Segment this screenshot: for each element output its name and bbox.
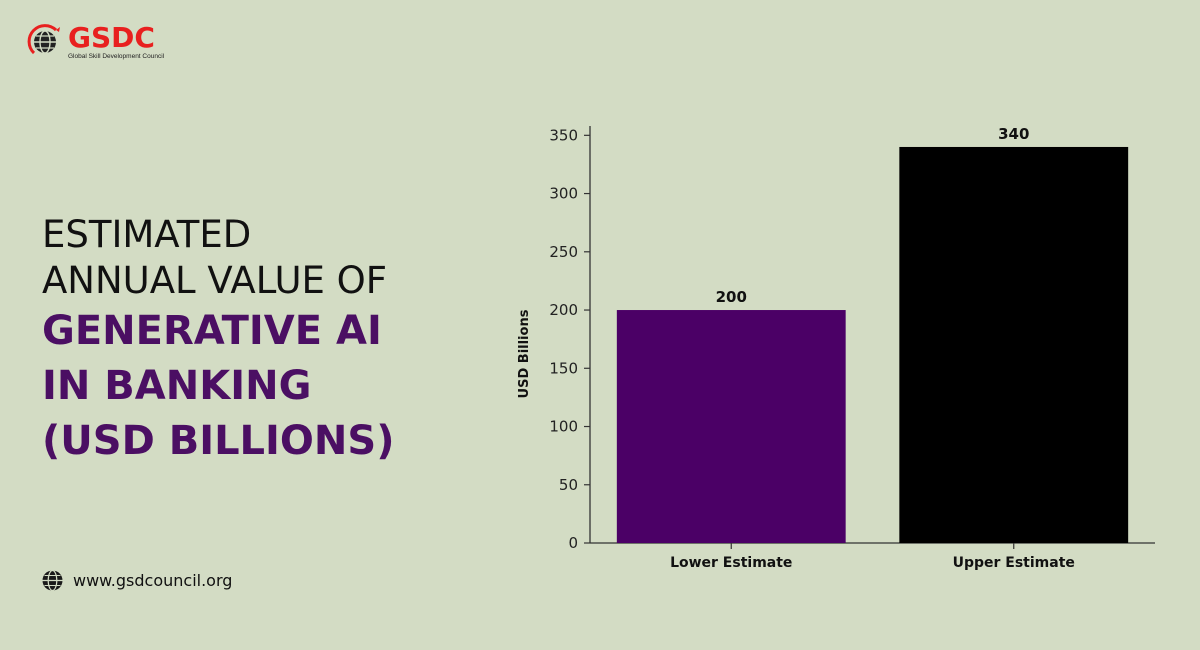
y-axis: 0 50 100 150 200 250 300 350	[549, 126, 591, 552]
y-tick-label: 200	[549, 301, 578, 319]
y-tick-label: 100	[549, 418, 578, 436]
bar-value-label: 340	[998, 125, 1029, 143]
globe-icon	[42, 570, 63, 591]
bar-chart: 0 50 100 150 200 250 300 350 Lower Estimate Uppe…	[517, 125, 1155, 571]
y-tick-label: 300	[549, 185, 578, 203]
y-tick-label: 250	[549, 243, 578, 261]
logo-globe-icon	[27, 24, 60, 55]
headline-line-2: ANNUAL VALUE OF	[42, 259, 388, 302]
x-tick-label: Upper Estimate	[953, 555, 1075, 571]
y-tick-label: 150	[549, 359, 578, 377]
y-tick-label: 0	[568, 534, 578, 552]
x-tick-label: Lower Estimate	[670, 555, 792, 571]
bar-lower-estimate	[616, 310, 846, 543]
y-tick-label: 350	[549, 126, 578, 144]
headline-line-5: (USD BILLIONS)	[42, 418, 395, 464]
y-axis-title: USD Billions	[517, 309, 532, 398]
headline-line-1: ESTIMATED	[42, 213, 252, 256]
headline-line-3: GENERATIVE AI	[42, 308, 382, 354]
x-axis: Lower Estimate Upper Estimate	[590, 542, 1155, 571]
gsdc-logo: GSDC Global Skill Development Council	[26, 22, 176, 62]
headline: ESTIMATED ANNUAL VALUE OF GENERATIVE AI …	[42, 212, 472, 469]
website-footer: www.gsdcouncil.org	[42, 570, 232, 591]
logo-tagline: Global Skill Development Council	[68, 53, 165, 60]
y-tick-label: 50	[559, 476, 578, 494]
bars: 200 340	[616, 125, 1129, 543]
bar-value-label: 200	[716, 288, 747, 306]
headline-line-4: IN BANKING	[42, 363, 312, 409]
bar-upper-estimate	[899, 146, 1129, 543]
website-link[interactable]: www.gsdcouncil.org	[73, 571, 233, 590]
logo-wordmark: GSDC	[68, 21, 155, 54]
